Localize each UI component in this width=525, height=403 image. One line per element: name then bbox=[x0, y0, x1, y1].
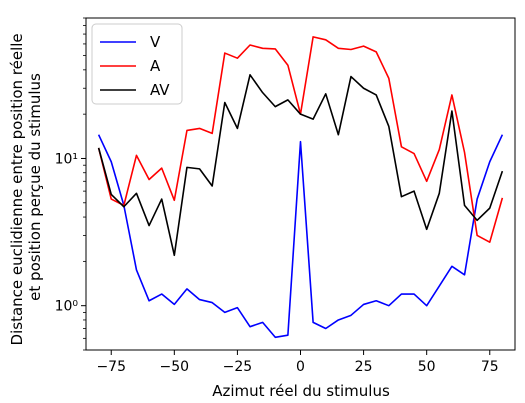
x-tick-label: −75 bbox=[96, 359, 126, 375]
series-line-av bbox=[97, 74, 504, 257]
plot-lines bbox=[97, 36, 504, 339]
x-axis: −75 −50 −25 0 25 50 75 bbox=[96, 350, 499, 375]
legend-label-av: AV bbox=[150, 81, 170, 99]
x-tick-label: −25 bbox=[223, 359, 253, 375]
y-axis: 10⁰ 10¹ bbox=[55, 17, 86, 351]
x-tick-label: 50 bbox=[418, 359, 436, 375]
legend-label-a: A bbox=[150, 57, 161, 75]
x-tick-label: 75 bbox=[481, 359, 499, 375]
x-tick-label: −50 bbox=[160, 359, 190, 375]
legend: VA AV bbox=[91, 23, 183, 105]
y-axis-label: Distance euclidienne entre position réel… bbox=[8, 29, 44, 346]
legend-box bbox=[91, 23, 183, 105]
x-axis-label: Azimut réel du stimulus bbox=[212, 382, 390, 400]
y-axis-label-line-2: et position perçue du stimulus bbox=[26, 73, 44, 301]
legend-label-v: V bbox=[150, 33, 161, 51]
y-tick-label: 10¹ bbox=[55, 151, 78, 167]
series-line-v bbox=[97, 134, 504, 339]
x-tick-label: 25 bbox=[355, 359, 373, 375]
y-axis-label-line-1: Distance euclidienne entre position réel… bbox=[8, 33, 26, 345]
x-tick-label: 0 bbox=[296, 359, 305, 375]
y-tick-label: 10⁰ bbox=[55, 299, 79, 315]
